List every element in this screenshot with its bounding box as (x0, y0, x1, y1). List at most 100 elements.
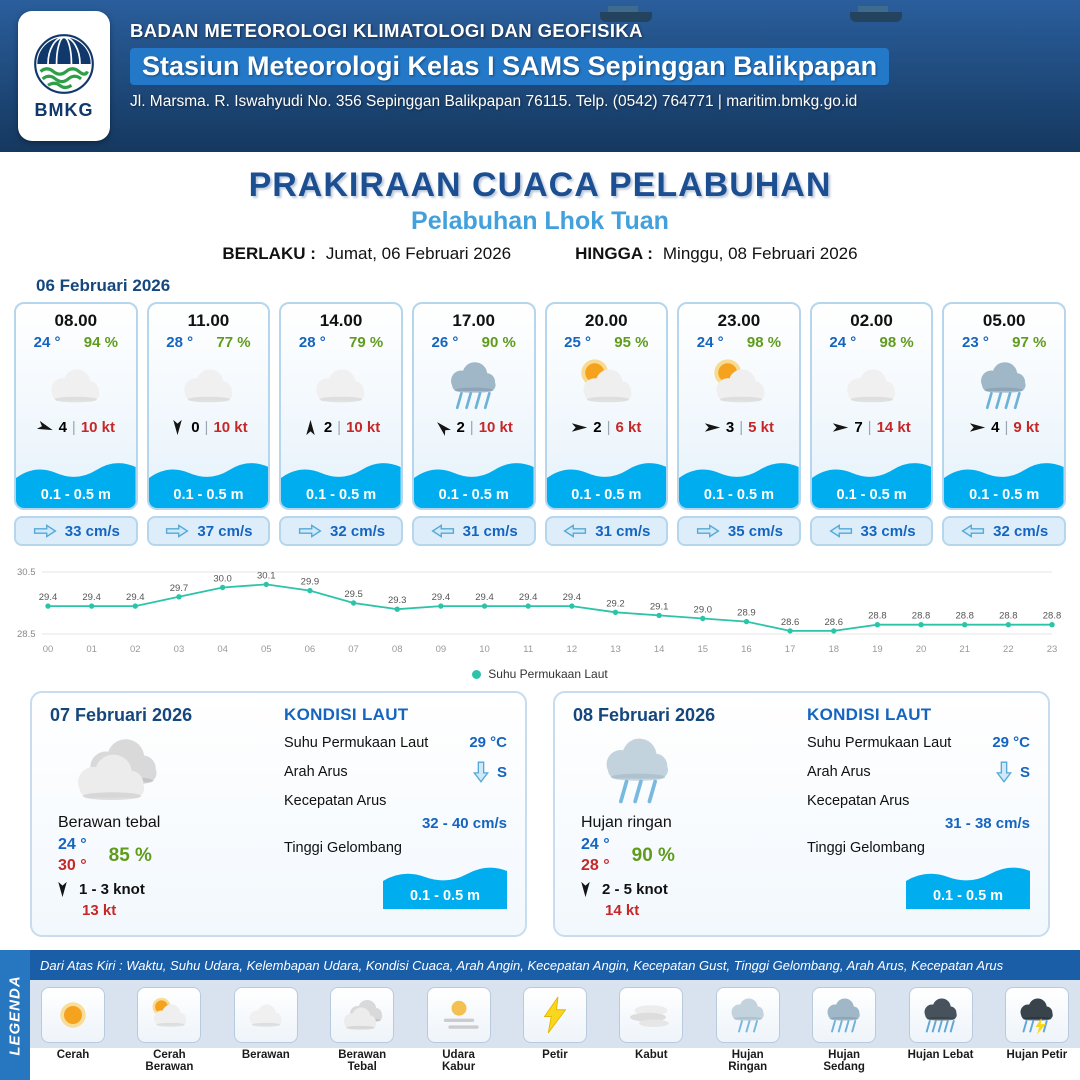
wind-row: 2 | 6 kt (547, 419, 667, 436)
daily-condition: Berawan tebal (58, 814, 161, 831)
legend-item: Kabut (618, 987, 684, 1076)
current-speed-label: Kecepatan Arus (284, 793, 387, 809)
svg-text:29.4: 29.4 (82, 592, 101, 603)
forecast-card-body: 08.00 24 ° 94 % 4 | 10 kt 0.1 - 0.5 m (14, 302, 138, 510)
forecast-card: 17.00 26 ° 90 % 2 | 10 kt 0.1 - 0.5 m (411, 302, 536, 546)
current-direction-arrow-icon (164, 523, 190, 539)
chart-legend: Suhu Permukaan Laut (14, 667, 1066, 681)
legend-item: Hujan Ringan (715, 987, 781, 1076)
svg-text:06: 06 (305, 644, 316, 655)
weather-icon (679, 353, 799, 417)
bmkg-logo-text: BMKG (34, 99, 94, 120)
legend-item: Cerah Berawan (136, 987, 202, 1076)
separator: | (469, 419, 474, 436)
validity-row: BERLAKU : Jumat, 06 Februari 2026 HINGGA … (0, 244, 1080, 264)
legend-items-row: Cerah Cerah Berawan Berawan Berawan Teba… (30, 980, 1080, 1080)
svg-text:29.4: 29.4 (126, 592, 145, 603)
air-temperature: 24 ° (696, 334, 724, 351)
forecast-card: 20.00 25 ° 95 % 2 | 6 kt 0.1 - 0.5 m (544, 302, 669, 546)
forecast-card-body: 20.00 25 ° 95 % 2 | 6 kt 0.1 - 0.5 m (544, 302, 669, 510)
separator: | (739, 419, 744, 436)
svg-text:15: 15 (697, 644, 708, 655)
separator: | (204, 419, 209, 436)
forecast-card-body: 02.00 24 ° 98 % 7 | 14 kt 0.1 - 0.5 m (809, 302, 934, 510)
current-speed: 35 cm/s (727, 522, 783, 540)
wave-height-band: 0.1 - 0.5 m (944, 460, 1064, 508)
wave-shape-icon (148, 463, 269, 508)
daily-temps: 24 ° 28 ° 90 % (581, 836, 791, 875)
temp-humidity-row: 26 ° 90 % (414, 334, 534, 351)
legend-item-label: Petir (542, 1049, 568, 1061)
wind-row: 2 | 10 kt (414, 419, 534, 436)
daily-gust: 13 kt (82, 902, 117, 919)
daily-wind-range: 1 - 3 knot (79, 881, 145, 898)
daily-humidity: 90 % (631, 844, 675, 866)
current-speed: 31 cm/s (462, 522, 518, 540)
svg-text:28.6: 28.6 (781, 617, 800, 628)
wave-height-band: 0.1 - 0.5 m (413, 460, 534, 508)
legend-weather-icon (619, 987, 684, 1043)
wave-shape-icon (383, 867, 507, 909)
temp-humidity-row: 23 ° 97 % (944, 334, 1064, 351)
current-direction-value: S (995, 760, 1030, 784)
wind-direction-arrow-icon (34, 417, 56, 439)
svg-text:29.4: 29.4 (432, 592, 451, 603)
forecast-time: 02.00 (850, 311, 893, 330)
forecast-card-body: 23.00 24 ° 98 % 3 | 5 kt 0.1 - 0.5 m (677, 302, 801, 510)
forecast-card: 08.00 24 ° 94 % 4 | 10 kt 0.1 - 0.5 m (14, 302, 138, 546)
wave-height-band: 0.1 - 0.5 m (281, 460, 401, 508)
sea-condition-column: KONDISI LAUT Suhu Permukaan Laut 29 °C A… (801, 705, 1030, 923)
legend-item: Cerah (40, 987, 106, 1076)
wind-direction-arrow-icon (704, 419, 721, 436)
svg-text:29.2: 29.2 (606, 598, 625, 609)
gust-speed: 9 kt (1013, 419, 1040, 436)
wind-speed: 4 (991, 419, 1000, 436)
weather-icon (16, 353, 136, 417)
weather-icon (812, 353, 932, 417)
legend-note: Dari Atas Kiri : Waktu, Suhu Udara, Kele… (30, 950, 1080, 980)
gust-speed: 14 kt (876, 419, 911, 436)
current-box: 33 cm/s (809, 516, 934, 546)
daily-forecast-row: 07 Februari 2026 Berawan tebal 24 ° 30 °… (30, 691, 1050, 937)
legend-weather-icon (908, 987, 973, 1043)
legend-item-label: Berawan Tebal (338, 1049, 387, 1074)
sst-row: Suhu Permukaan Laut 29 °C (284, 734, 507, 751)
wave-height: 0.1 - 0.5 m (703, 487, 774, 503)
legend-item: Hujan Lebat (908, 987, 974, 1076)
svg-text:09: 09 (436, 644, 447, 655)
wave-shape-icon (906, 867, 1030, 909)
current-direction-arrow-icon (297, 523, 323, 539)
svg-text:18: 18 (828, 644, 839, 655)
svg-text:07: 07 (348, 644, 359, 655)
gust-speed: 10 kt (346, 419, 381, 436)
sst-value: 29 °C (992, 734, 1030, 751)
svg-text:04: 04 (217, 644, 228, 655)
svg-text:00: 00 (43, 644, 54, 655)
daily-temps: 24 ° 30 ° 85 % (58, 836, 268, 875)
wind-direction-arrow-icon (832, 419, 849, 436)
current-direction-value: S (472, 760, 507, 784)
humidity: 95 % (614, 334, 649, 351)
svg-text:30.0: 30.0 (213, 574, 232, 585)
forecast-card-body: 05.00 23 ° 97 % 4 | 9 kt 0.1 - 0.5 m (942, 302, 1066, 510)
wind-speed: 2 (456, 419, 465, 436)
temp-humidity-row: 24 ° 94 % (16, 334, 136, 351)
forecast-date: 06 Februari 2026 (36, 276, 171, 295)
svg-text:30.5: 30.5 (17, 567, 36, 578)
daily-date: 07 Februari 2026 (50, 705, 193, 725)
humidity: 77 % (216, 334, 251, 351)
header-banner: BMKG BADAN METEOROLOGI KLIMATOLOGI DAN G… (0, 0, 1080, 152)
wave-height-band: 0.1 - 0.5 m (679, 460, 799, 508)
legend-item-label: Cerah Berawan (145, 1049, 194, 1074)
legend-weather-icon (426, 987, 491, 1043)
current-direction-arrow-icon (32, 523, 58, 539)
sst-row: Suhu Permukaan Laut 29 °C (807, 734, 1030, 751)
legend-item-label: Hujan Lebat (907, 1049, 974, 1061)
hingga-value: Minggu, 08 Februari 2026 (662, 244, 858, 263)
daily-forecast-card: 07 Februari 2026 Berawan tebal 24 ° 30 °… (30, 691, 527, 937)
gust-speed: 10 kt (478, 419, 513, 436)
bmkg-logo: BMKG (18, 11, 110, 141)
temp-humidity-row: 25 ° 95 % (547, 334, 667, 351)
svg-text:20: 20 (916, 644, 927, 655)
header-text: BADAN METEOROLOGI KLIMATOLOGI DAN GEOFIS… (130, 20, 1060, 111)
